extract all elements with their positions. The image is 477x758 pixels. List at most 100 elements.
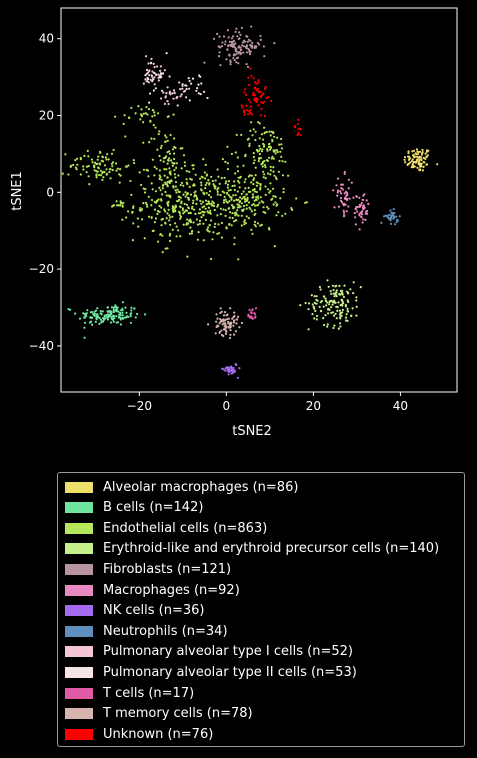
- data-point: [140, 208, 144, 211]
- data-point: [104, 156, 107, 159]
- data-point: [105, 173, 108, 176]
- data-point: [230, 198, 233, 201]
- data-point: [165, 136, 168, 139]
- data-point: [267, 227, 271, 230]
- data-point: [103, 164, 107, 167]
- data-point: [186, 218, 189, 221]
- data-point: [328, 303, 331, 306]
- data-point: [250, 121, 253, 124]
- data-point: [74, 312, 77, 315]
- data-point: [264, 177, 267, 180]
- data-point: [240, 48, 243, 52]
- data-point: [174, 185, 177, 188]
- data-point: [425, 163, 428, 166]
- data-point: [140, 115, 143, 118]
- data-point: [151, 75, 154, 78]
- data-point: [237, 37, 240, 41]
- data-point: [264, 85, 267, 88]
- legend-label: Alveolar macrophages (n=86): [103, 479, 299, 495]
- data-point: [145, 203, 149, 206]
- data-point: [106, 153, 109, 156]
- data-point: [153, 111, 156, 114]
- data-point: [191, 164, 194, 167]
- data-point: [183, 202, 186, 206]
- data-point: [226, 186, 229, 189]
- data-point: [150, 57, 153, 61]
- data-point: [201, 210, 204, 213]
- data-point: [186, 192, 189, 195]
- data-point: [208, 183, 211, 186]
- data-point: [237, 258, 240, 261]
- data-point: [92, 313, 95, 316]
- data-point: [238, 51, 241, 54]
- data-point: [219, 193, 222, 197]
- data-point: [157, 112, 160, 115]
- data-point: [315, 302, 318, 305]
- data-point: [215, 325, 218, 329]
- data-point: [227, 36, 230, 39]
- data-point: [310, 294, 313, 297]
- data-point: [263, 100, 266, 103]
- data-point: [236, 170, 240, 173]
- data-point: [259, 147, 262, 150]
- data-point: [411, 164, 414, 167]
- x-tick-label: 40: [393, 399, 408, 413]
- data-point: [87, 175, 90, 178]
- data-point: [118, 181, 121, 184]
- data-point: [233, 333, 236, 336]
- data-point: [330, 299, 333, 302]
- data-point: [164, 181, 167, 184]
- data-point: [82, 165, 85, 168]
- data-point: [113, 317, 116, 320]
- data-point: [344, 303, 347, 307]
- data-point: [177, 174, 180, 177]
- data-point: [172, 206, 175, 209]
- data-point: [208, 223, 211, 227]
- data-point: [275, 214, 278, 217]
- data-point: [94, 320, 97, 323]
- data-point: [240, 192, 243, 195]
- data-point: [235, 27, 238, 30]
- data-point: [238, 326, 241, 329]
- data-point: [163, 174, 166, 177]
- data-point: [276, 150, 279, 154]
- data-point: [256, 41, 259, 45]
- legend-item: Pulmonary alveolar type II cells (n=53): [65, 662, 357, 682]
- data-point: [185, 178, 188, 181]
- data-point: [352, 292, 355, 295]
- data-point: [339, 325, 342, 328]
- y-tick-label: 20: [39, 109, 54, 123]
- data-point: [153, 83, 156, 86]
- data-point: [388, 213, 391, 216]
- data-point: [148, 101, 151, 104]
- legend-swatch: [65, 728, 93, 740]
- data-point: [186, 182, 189, 186]
- data-point: [187, 198, 190, 201]
- data-point: [191, 207, 194, 210]
- data-point: [163, 69, 166, 72]
- series-points: [144, 52, 209, 107]
- data-point: [229, 61, 232, 64]
- data-point: [98, 173, 101, 177]
- data-point: [201, 176, 204, 179]
- data-point: [265, 130, 268, 134]
- data-point: [193, 208, 196, 211]
- data-point: [239, 52, 243, 55]
- data-point: [261, 165, 264, 168]
- data-point: [171, 92, 174, 95]
- data-point: [269, 165, 272, 168]
- data-point: [106, 306, 109, 309]
- data-point: [249, 311, 252, 314]
- data-point: [262, 138, 265, 141]
- data-point: [222, 314, 226, 317]
- data-point: [280, 147, 284, 150]
- data-point: [267, 156, 271, 159]
- data-point: [166, 247, 169, 250]
- data-point: [112, 148, 115, 152]
- data-point: [234, 151, 237, 154]
- data-point: [218, 182, 221, 185]
- data-point: [264, 87, 267, 90]
- data-point: [185, 96, 188, 99]
- data-point: [256, 222, 259, 225]
- data-point: [174, 205, 177, 208]
